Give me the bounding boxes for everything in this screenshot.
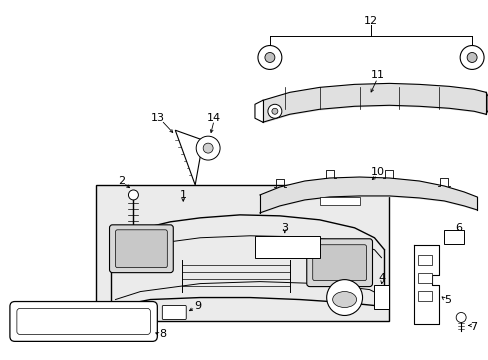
Circle shape [203,143,213,153]
Circle shape [459,45,483,69]
Polygon shape [175,130,203,185]
FancyBboxPatch shape [162,306,186,319]
Text: 3: 3 [281,223,288,233]
Bar [417,291,431,301]
Circle shape [455,312,465,323]
Bar [417,255,431,265]
Bar [373,285,388,309]
Text: 8: 8 [159,329,165,339]
Circle shape [258,45,281,69]
FancyBboxPatch shape [17,309,150,334]
Circle shape [128,190,138,200]
Bar [319,197,359,205]
Bar [417,273,431,283]
FancyBboxPatch shape [306,239,372,287]
Text: 12: 12 [363,15,377,26]
FancyBboxPatch shape [10,302,157,341]
Circle shape [264,53,274,62]
FancyBboxPatch shape [115,230,167,268]
Text: 4: 4 [378,273,385,283]
Text: 5: 5 [443,294,450,305]
Text: 9: 9 [194,301,202,311]
Text: 1: 1 [180,190,186,200]
FancyBboxPatch shape [312,245,366,280]
Text: 13: 13 [150,113,164,123]
Circle shape [267,104,281,118]
Bar [443,230,463,244]
Ellipse shape [332,292,356,307]
Text: 10: 10 [370,167,384,177]
Bar [254,236,319,258]
Circle shape [271,108,277,114]
Bar [95,185,388,321]
Text: 11: 11 [370,71,384,80]
FancyBboxPatch shape [109,225,173,273]
Text: 2: 2 [118,176,125,186]
Circle shape [196,136,220,160]
Text: 6: 6 [455,223,462,233]
Text: 14: 14 [206,113,221,123]
Text: 7: 7 [469,323,477,332]
Circle shape [326,280,362,315]
Circle shape [466,53,476,62]
